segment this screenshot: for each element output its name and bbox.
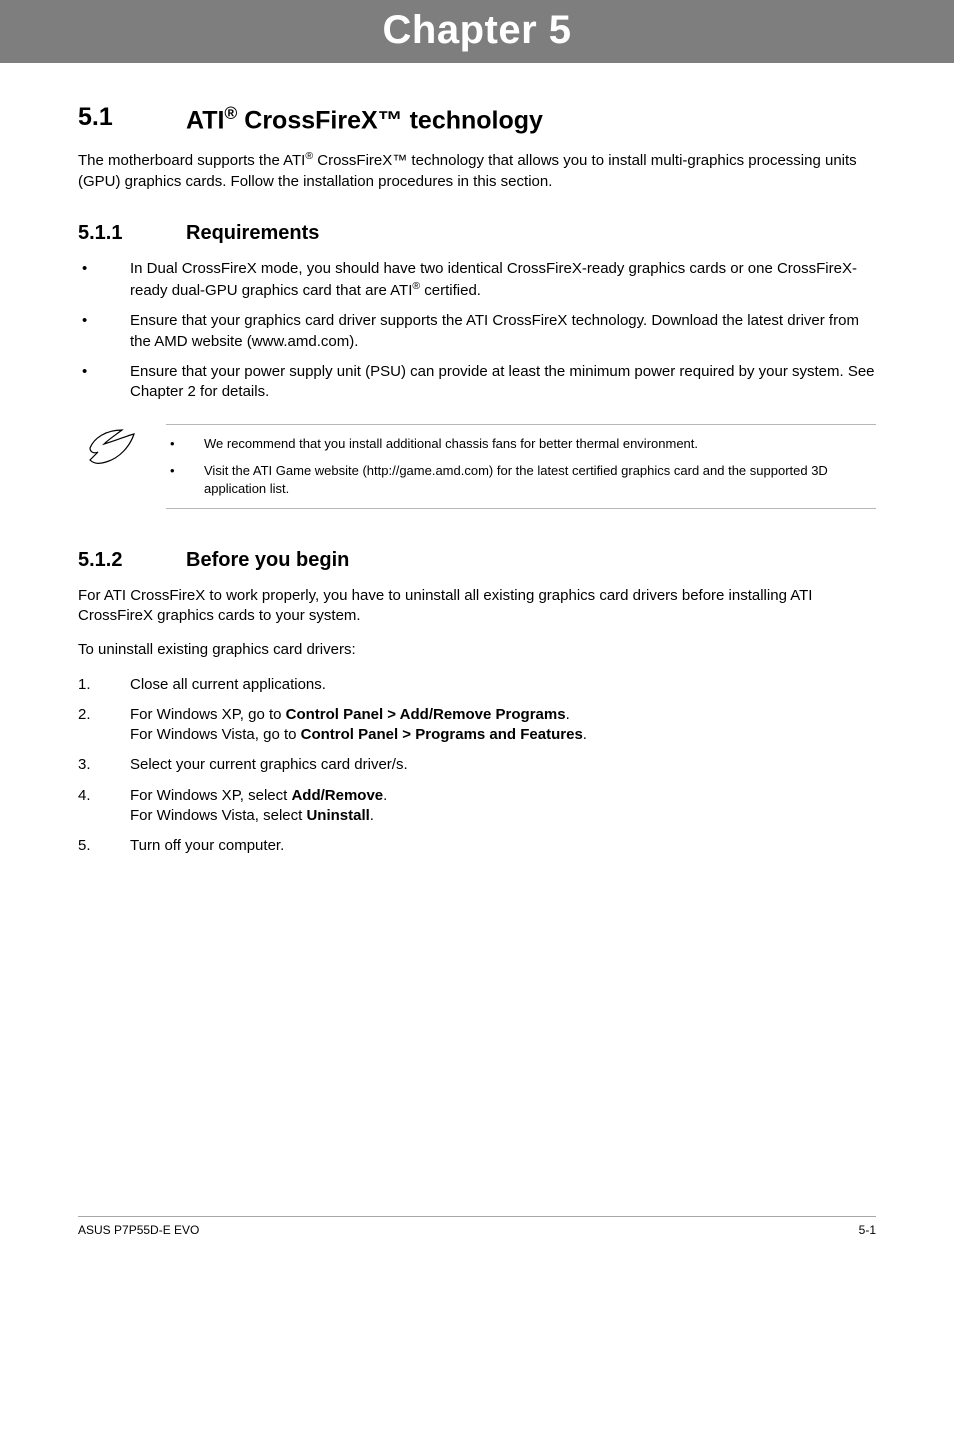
registered-mark: ® — [305, 150, 313, 162]
bullet-mark: • — [166, 435, 204, 453]
note-box: • We recommend that you install addition… — [78, 424, 876, 509]
text: For Windows XP, select — [130, 787, 291, 804]
note-content: • We recommend that you install addition… — [166, 424, 876, 509]
text: For Windows Vista, select — [130, 807, 306, 824]
step-text: Close all current applications. — [130, 675, 876, 695]
bold-text: Add/Remove — [291, 787, 383, 804]
text: . — [370, 807, 374, 824]
section-number: 5.1 — [78, 103, 186, 135]
paragraph: To uninstall existing graphics card driv… — [78, 640, 876, 660]
step-number: 1. — [78, 675, 130, 695]
text: In Dual CrossFireX mode, you should have… — [130, 260, 857, 299]
list-item: • Visit the ATI Game website (http://gam… — [166, 462, 872, 498]
note-icon — [78, 424, 166, 509]
list-item: • Ensure that your graphics card driver … — [78, 311, 876, 352]
list-item: • In Dual CrossFireX mode, you should ha… — [78, 259, 876, 302]
list-item: • We recommend that you install addition… — [166, 435, 872, 453]
section-heading: 5.1 ATI® CrossFireX™ technology — [78, 103, 876, 135]
registered-mark: ® — [224, 103, 237, 123]
subsection-number: 5.1.2 — [78, 549, 186, 572]
list-item: 1. Close all current applications. — [78, 675, 876, 695]
bold-text: Control Panel > Programs and Features — [301, 726, 583, 743]
text: The motherboard supports the ATI — [78, 152, 305, 169]
list-item: • Ensure that your power supply unit (PS… — [78, 362, 876, 403]
registered-mark: ® — [412, 280, 420, 292]
note-text: Visit the ATI Game website (http://game.… — [204, 462, 872, 498]
text: For Windows Vista, go to — [130, 726, 301, 743]
step-number: 4. — [78, 786, 130, 827]
bullet-text: In Dual CrossFireX mode, you should have… — [130, 259, 876, 302]
text: . — [566, 706, 570, 723]
list-item: 4. For Windows XP, select Add/Remove. Fo… — [78, 786, 876, 827]
section-title: ATI® CrossFireX™ technology — [186, 103, 543, 135]
title-text: CrossFireX™ technology — [237, 106, 543, 134]
step-text: Select your current graphics card driver… — [130, 755, 876, 775]
step-number: 3. — [78, 755, 130, 775]
subsection-title: Before you begin — [186, 549, 349, 572]
bullet-mark: • — [78, 259, 130, 302]
text: . — [383, 787, 387, 804]
subsection-heading: 5.1.2 Before you begin — [78, 549, 876, 572]
subsection-number: 5.1.1 — [78, 222, 186, 245]
footer-right: 5-1 — [859, 1223, 876, 1237]
text: certified. — [420, 282, 481, 299]
subsection-heading: 5.1.1 Requirements — [78, 222, 876, 245]
list-item: 3. Select your current graphics card dri… — [78, 755, 876, 775]
title-text: ATI — [186, 106, 224, 134]
page-footer: ASUS P7P55D-E EVO 5-1 — [78, 1216, 876, 1237]
text: For Windows XP, go to — [130, 706, 286, 723]
paragraph: For ATI CrossFireX to work properly, you… — [78, 586, 876, 627]
step-text: Turn off your computer. — [130, 836, 876, 856]
intro-paragraph: The motherboard supports the ATI® CrossF… — [78, 149, 876, 192]
content-area: 5.1 ATI® CrossFireX™ technology The moth… — [0, 63, 954, 1237]
step-text: For Windows XP, go to Control Panel > Ad… — [130, 705, 876, 746]
bold-text: Control Panel > Add/Remove Programs — [286, 706, 566, 723]
bullet-text: Ensure that your graphics card driver su… — [130, 311, 876, 352]
step-number: 5. — [78, 836, 130, 856]
bullet-list: • In Dual CrossFireX mode, you should ha… — [78, 259, 876, 403]
bullet-mark: • — [166, 462, 204, 498]
list-item: 2. For Windows XP, go to Control Panel >… — [78, 705, 876, 746]
bullet-text: Ensure that your power supply unit (PSU)… — [130, 362, 876, 403]
bullet-mark: • — [78, 362, 130, 403]
subsection-title: Requirements — [186, 222, 319, 245]
footer-left: ASUS P7P55D-E EVO — [78, 1223, 199, 1237]
bullet-mark: • — [78, 311, 130, 352]
note-text: We recommend that you install additional… — [204, 435, 698, 453]
step-number: 2. — [78, 705, 130, 746]
bold-text: Uninstall — [306, 807, 369, 824]
numbered-list: 1. Close all current applications. 2. Fo… — [78, 675, 876, 857]
text: . — [583, 726, 587, 743]
chapter-header: Chapter 5 — [0, 0, 954, 63]
step-text: For Windows XP, select Add/Remove. For W… — [130, 786, 876, 827]
list-item: 5. Turn off your computer. — [78, 836, 876, 856]
